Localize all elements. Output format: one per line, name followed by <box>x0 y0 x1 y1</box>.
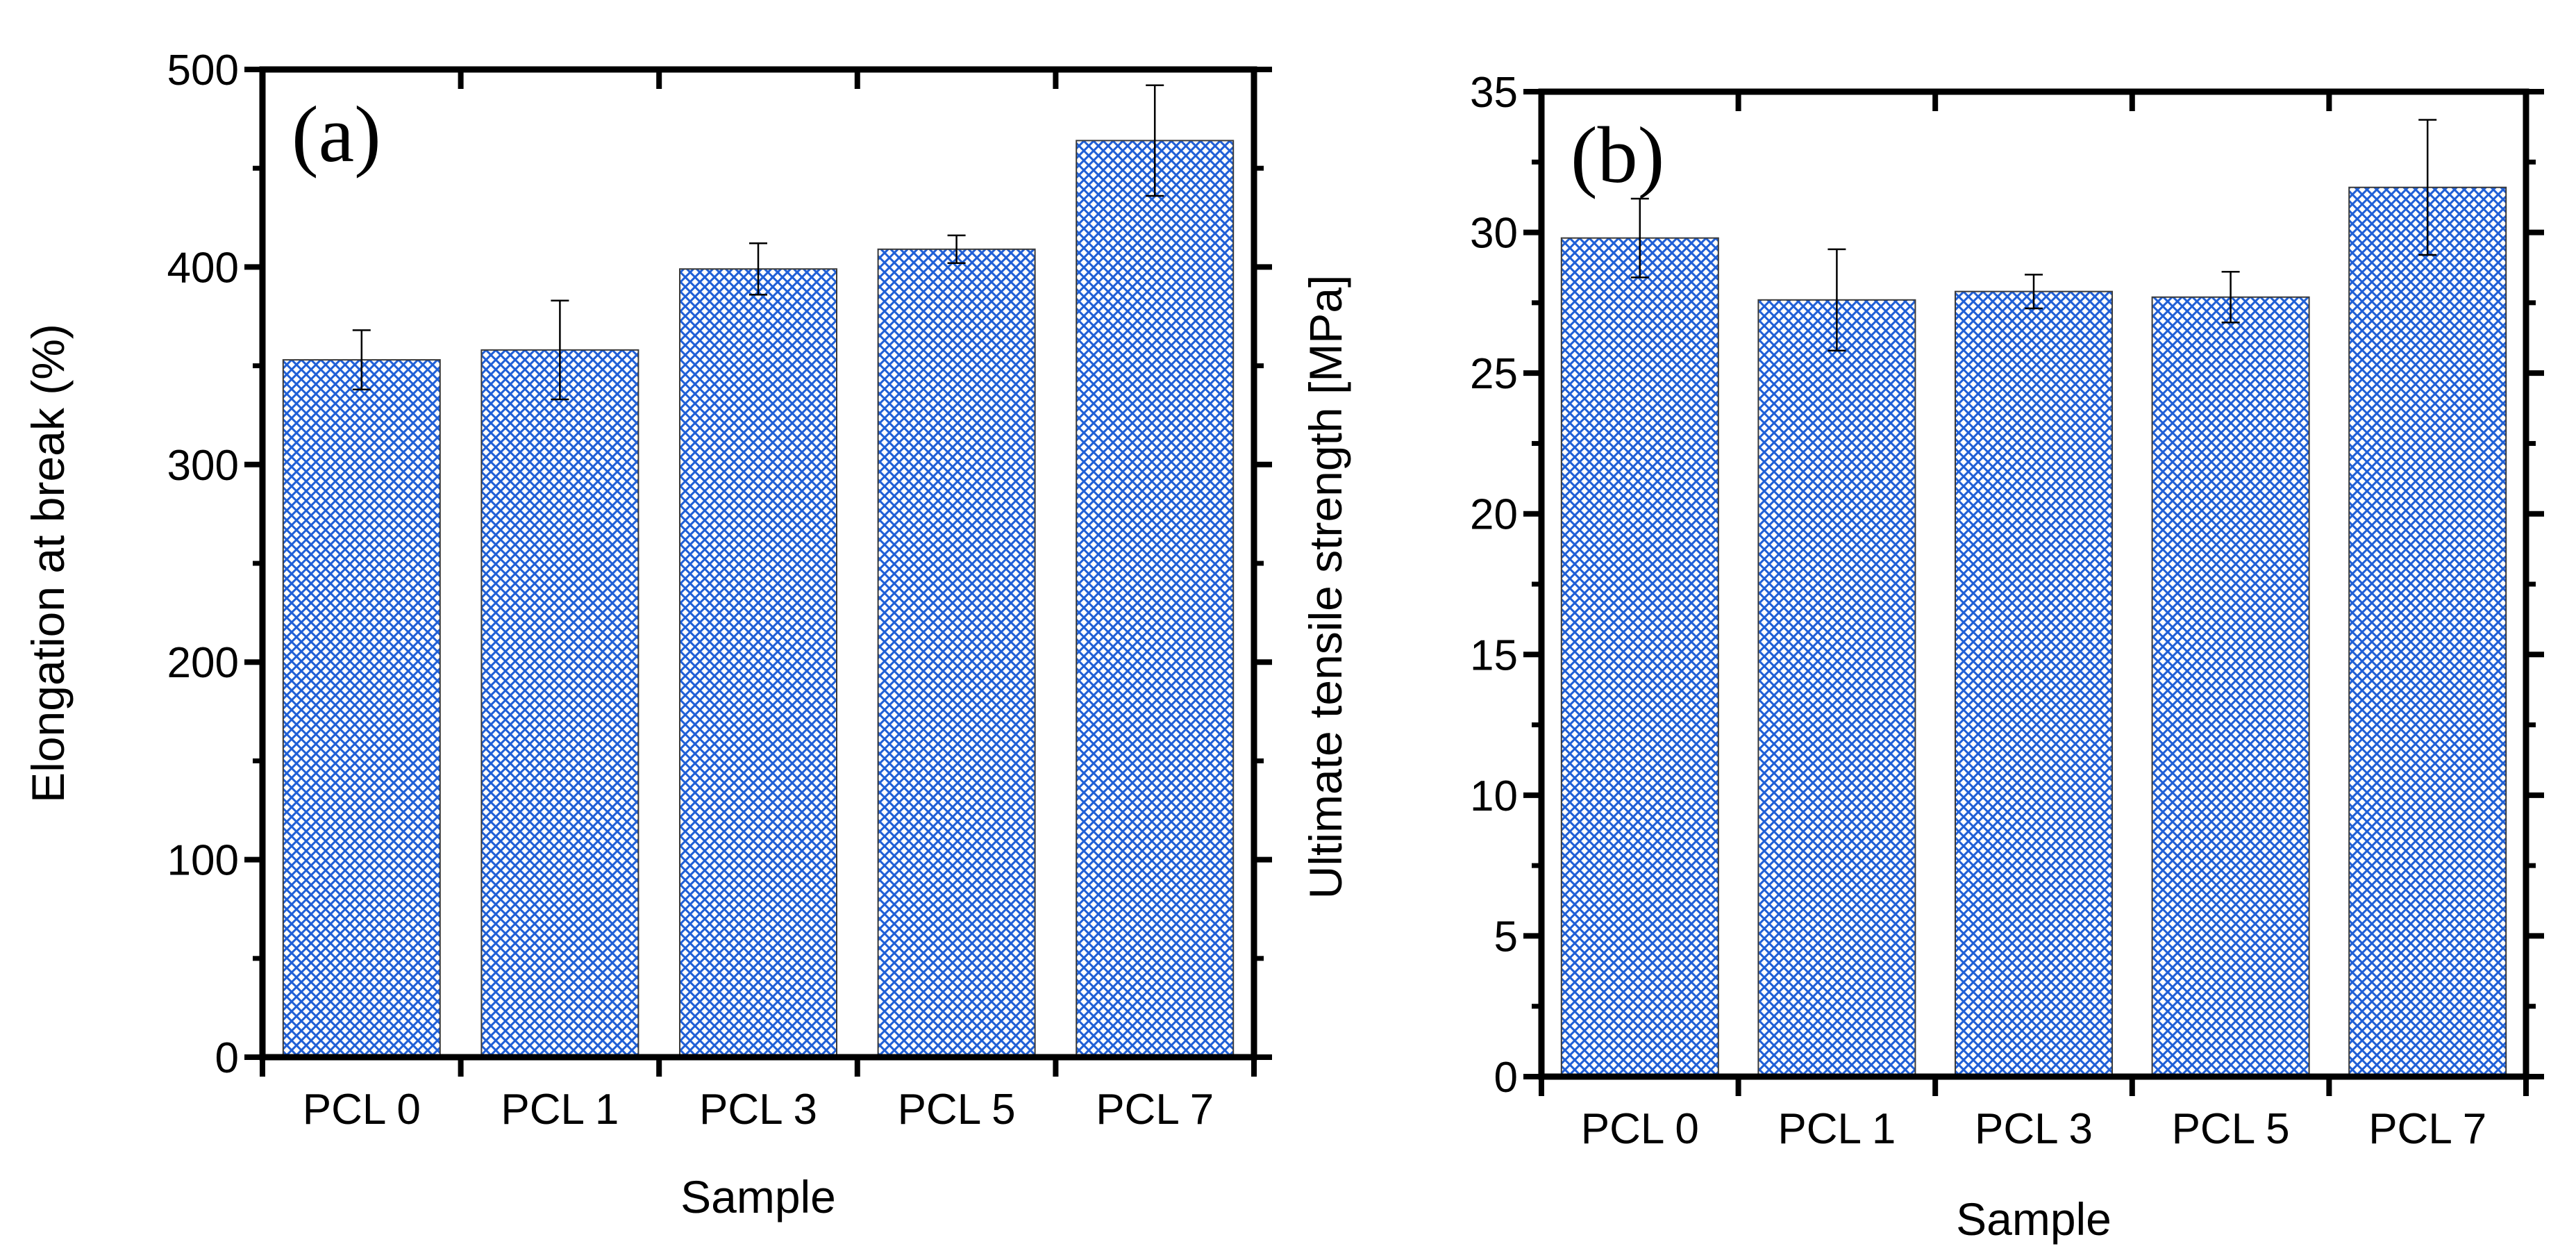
y-tick-label: 20 <box>1470 491 1518 539</box>
y-tick-label: 500 <box>167 47 239 94</box>
bar <box>679 268 837 1058</box>
y-tick-label: 300 <box>167 442 239 490</box>
error-bars <box>352 84 1164 401</box>
panel-a: PCL 0 PCL 1 PCL 3 PCL 5 PCL 7 0 100 200 300 400 50… <box>22 47 1272 1222</box>
bar <box>1757 299 1916 1078</box>
error-bars <box>1630 119 2437 351</box>
x-tick-label: PCL 7 <box>1096 1086 1214 1134</box>
y-axis-title: Elongation at break (%) <box>22 324 74 803</box>
x-tick-label: PCL 1 <box>1778 1105 1896 1153</box>
x-tick-label: PCL 3 <box>699 1086 817 1134</box>
y-tick-label: 200 <box>167 639 239 687</box>
bar <box>480 349 639 1058</box>
x-tick-label: PCL 5 <box>2172 1105 2290 1153</box>
bar <box>1955 290 2113 1077</box>
x-tick-label: PCL 0 <box>1581 1105 1699 1153</box>
panel-label: (b) <box>1571 111 1664 200</box>
x-tick-label: PCL 7 <box>2368 1105 2486 1153</box>
bar <box>1076 140 1235 1058</box>
x-tick-label: PCL 0 <box>303 1086 421 1134</box>
y-tick-label: 25 <box>1470 350 1518 398</box>
bars <box>1560 186 2507 1078</box>
bar <box>1560 237 1719 1077</box>
bar <box>282 359 441 1058</box>
x-axis-title: Sample <box>1956 1193 2111 1245</box>
y-tick-label: 10 <box>1470 772 1518 820</box>
y-tick-label: 0 <box>215 1034 239 1082</box>
x-tick-label: PCL 3 <box>1975 1105 2093 1153</box>
panel-label: (a) <box>292 90 381 179</box>
x-axis-title: Sample <box>680 1171 836 1222</box>
bar <box>2151 296 2310 1077</box>
y-tick-label: 30 <box>1470 210 1518 258</box>
bars <box>282 140 1235 1059</box>
y-tick-label: 0 <box>1494 1054 1518 1102</box>
y-tick-label: 100 <box>167 837 239 885</box>
x-tick-label: PCL 1 <box>501 1086 619 1134</box>
bar <box>877 248 1036 1059</box>
panel-b: PCL 0 PCL 1 PCL 3 PCL 5 PCL 705101520253035 … <box>1300 69 2544 1245</box>
axis-ticks: PCL 0 PCL 1 PCL 3 PCL 5 PCL 7 0 5 10 15 20 25 30 35 <box>1470 69 2544 1153</box>
y-axis-title: Ultimate tensile strength [MPa] <box>1300 275 1351 900</box>
y-tick-label: 400 <box>167 244 239 292</box>
y-tick-label: 35 <box>1470 69 1518 117</box>
bar <box>2348 186 2507 1078</box>
axis-ticks: PCL 0 PCL 1 PCL 3 PCL 5 PCL 7 0 100 200 300 400 50… <box>167 47 1272 1134</box>
x-tick-label: PCL 5 <box>898 1086 1016 1134</box>
y-tick-label: 15 <box>1470 631 1518 679</box>
y-tick-label: 5 <box>1494 913 1518 961</box>
